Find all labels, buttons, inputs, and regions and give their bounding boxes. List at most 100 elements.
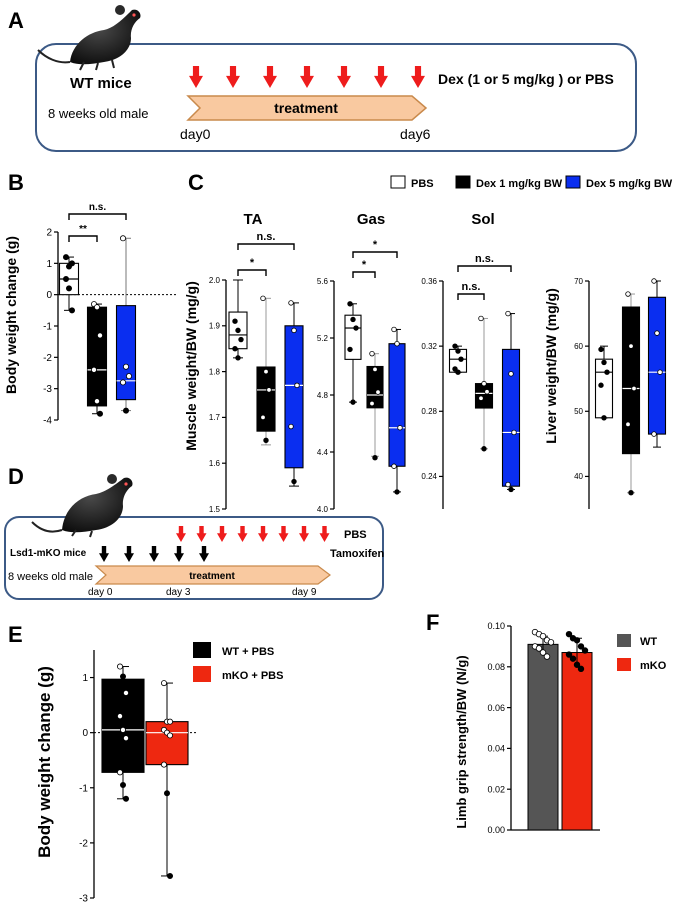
f-point [573,661,581,668]
b-point [94,304,101,311]
ta-y-tick-label: 1.5 [209,505,221,514]
pbs-arrow-d [217,526,227,542]
treatment-arrow-d [94,565,331,585]
mice-label-a: WT mice [70,75,132,92]
gas-point [375,389,381,395]
ta-point [260,295,266,302]
legend-swatch-dex1 [455,175,471,189]
chart-title-sol: Sol [471,211,494,228]
legend-label-pbs: PBS [411,178,434,190]
gas-y-tick-label: 5.6 [317,277,329,286]
sol-point [452,366,458,372]
ta-box [256,366,276,432]
treatment-label-a: treatment [274,100,338,116]
f-point [535,645,543,652]
dose-arrow-a [300,66,314,88]
b-y-tick-label: -3 [43,384,52,395]
tamoxifen-arrows-d [99,546,209,562]
legend-label-mko-pbs: mKO + PBS [222,670,283,682]
e-y-tick-label: -2 [79,838,88,849]
dose-arrow-a [263,66,277,88]
f-point [577,643,585,650]
gas-point [350,316,356,323]
sol-point [511,429,517,436]
ta-y-tick-label: 1.7 [209,413,221,422]
axis-label-e: Body weight change (g) [35,666,54,858]
sol-sig-bracket [457,293,485,300]
sol-point [484,389,490,395]
liver-point [628,343,634,349]
sol-y-tick-label: 0.32 [421,342,437,351]
ta-sig-label: * [250,257,255,269]
ta-sig-bracket [237,269,267,276]
e-point [117,713,124,720]
ta-sig-bracket [237,243,295,250]
sol-point [505,481,511,488]
sol-point [455,348,461,354]
b-sig-bracket [68,235,98,242]
b-y-tick-label: -2 [43,353,52,364]
e-point [166,732,173,739]
panel-letter-c: C [188,170,204,195]
tamoxifen-label-d: Tamoxifen [330,548,384,560]
gas-point [394,489,400,495]
ta-point [291,478,297,485]
day-start-a: day0 [180,126,211,142]
e-y-tick-label: -1 [79,783,88,794]
b-point [66,285,73,292]
ta-point [288,423,294,430]
ta-point [263,437,269,443]
pbs-arrow-d [258,526,268,542]
dose-arrow-a [411,66,425,88]
ta-point [294,382,300,389]
ta-point [238,336,244,343]
e-point [120,726,127,733]
ta-y-tick-label: 2.0 [209,276,221,285]
liver-point [631,385,637,392]
sol-box [501,348,521,487]
gas-box [366,365,384,409]
legend-swatch-wt-pbs [193,642,211,658]
sol-point [508,486,514,493]
ta-box [284,325,304,469]
dose-arrow-a [337,66,351,88]
pbs-label-d: PBS [344,529,367,541]
f-y-tick-label: 0.00 [487,825,505,835]
f-point [573,637,581,644]
f-y-tick-label: 0.08 [487,662,505,672]
b-point [69,307,76,314]
panel-a-frame [35,43,637,152]
f-point [565,630,573,638]
gas-point [347,301,353,307]
chart-title-gas: Gas [357,211,385,228]
dose-arrow-a [226,66,240,88]
panel-f: F Limb grip strength/BW (N/g) WT mKO 0.0… [426,610,667,835]
ta-point [288,300,294,306]
b-y-tick-label: 1 [46,259,52,270]
dose-arrow-a [189,66,203,88]
sol-y-tick-label: 0.28 [421,407,437,416]
tamoxifen-arrow-d [149,546,159,562]
ta-point [260,414,266,421]
gas-sig-bracket [352,271,376,278]
pbs-arrow-d [278,526,289,542]
tamoxifen-arrow-d [99,546,109,562]
axis-label-muscle: Muscle weight/BW (mg/g) [183,281,199,451]
b-sig-label: n.s. [89,202,106,213]
sol-y-tick-label: 0.36 [421,277,437,286]
chart-f: 0.00 0.02 0.04 0.06 0.08 0.10 [487,621,600,835]
chart-c-liver: 40 50 60 70 [574,277,667,509]
b-point [69,260,76,267]
pbs-arrows-d [176,526,330,542]
axis-label-f: Limb grip strength/BW (N/g) [454,655,469,828]
chart-c-ta: 1.5 1.6 1.7 1.8 1.9 2.0 * n.s. [209,231,304,514]
f-point [539,633,547,640]
b-y-tick-label: -1 [43,322,52,333]
gas-point [372,455,378,461]
e-point [120,782,127,789]
sol-point [505,310,511,317]
e-y-tick-label: -3 [79,894,88,903]
b-box [86,306,108,407]
legend-swatch-pbs [390,175,406,189]
